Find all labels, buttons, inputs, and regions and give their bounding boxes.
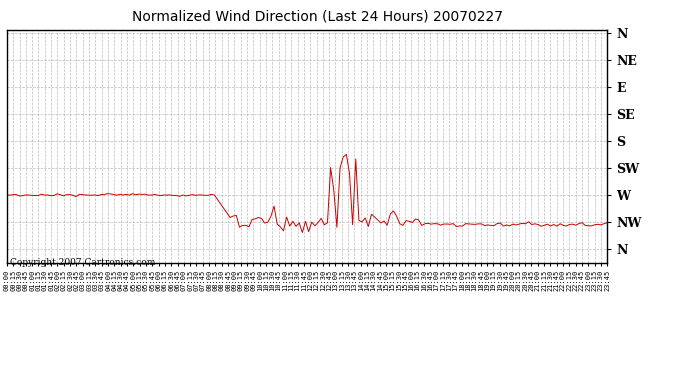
- Text: Normalized Wind Direction (Last 24 Hours) 20070227: Normalized Wind Direction (Last 24 Hours…: [132, 9, 503, 23]
- Text: Copyright 2007 Cartronics.com: Copyright 2007 Cartronics.com: [10, 258, 155, 267]
